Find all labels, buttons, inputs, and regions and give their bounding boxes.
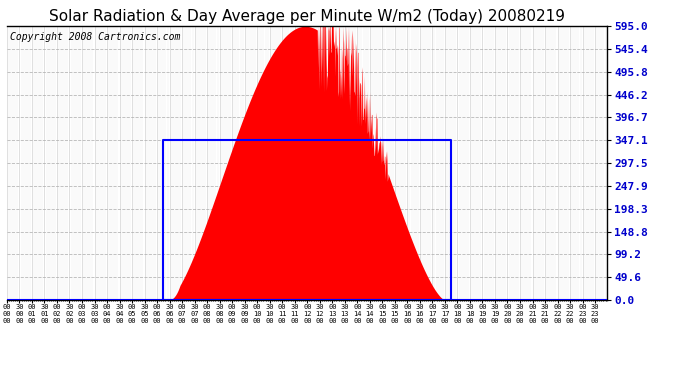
Title: Solar Radiation & Day Average per Minute W/m2 (Today) 20080219: Solar Radiation & Day Average per Minute… (49, 9, 565, 24)
Text: Copyright 2008 Cartronics.com: Copyright 2008 Cartronics.com (10, 32, 180, 42)
